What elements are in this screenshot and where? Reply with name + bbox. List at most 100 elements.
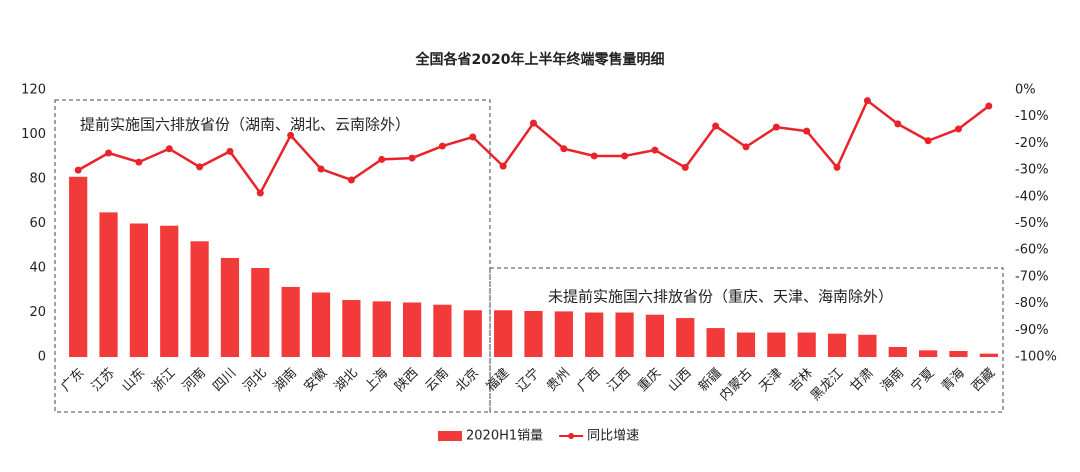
x-tick-label: 北京 <box>453 366 482 395</box>
x-tick-label: 山西 <box>666 366 695 395</box>
line-point <box>74 166 82 174</box>
bar <box>858 334 877 357</box>
y2-tick-label: -100% <box>1015 350 1057 365</box>
line-point <box>681 163 689 171</box>
line-point <box>894 120 902 128</box>
y2-tick-label: -90% <box>1015 323 1049 338</box>
bar <box>736 332 756 357</box>
bar <box>99 212 118 357</box>
x-tick-label: 海南 <box>877 365 907 395</box>
group-box <box>54 99 491 413</box>
bar <box>676 318 695 357</box>
annotation: 提前实施国六排放省份（湖南、湖北、云南除外） <box>80 116 410 134</box>
x-tick-label: 广东 <box>58 366 87 395</box>
line-point <box>105 149 113 157</box>
chart-title: 全国各省2020年上半年终端零售量明细 <box>415 51 665 68</box>
x-tick-label: 天津 <box>757 366 786 395</box>
bar <box>160 225 179 357</box>
line-point <box>560 145 568 153</box>
x-tick-label: 江苏 <box>88 365 118 395</box>
bar <box>797 332 816 357</box>
legend-swatch <box>568 433 575 439</box>
line-point <box>287 131 295 139</box>
line-point <box>863 97 871 105</box>
line-point <box>317 165 325 173</box>
bar <box>919 350 938 357</box>
bar <box>129 223 148 357</box>
x-tick-label: 河南 <box>179 365 209 395</box>
x-tick-label: 江西 <box>605 366 634 395</box>
bar <box>220 257 240 357</box>
line-point <box>499 162 507 170</box>
x-tick-label: 四川 <box>210 366 239 395</box>
line-point <box>530 119 537 127</box>
bar <box>463 310 482 357</box>
x-tick-label: 湖北 <box>332 366 361 395</box>
line-point <box>954 125 962 133</box>
line-point <box>378 155 386 163</box>
y-tick-label: 40 <box>29 261 46 276</box>
x-tick-label: 重庆 <box>635 365 665 395</box>
bar <box>585 312 604 357</box>
line-point <box>924 137 932 145</box>
line-point <box>256 189 264 197</box>
bar <box>342 300 361 357</box>
line-point <box>347 176 355 184</box>
line-point <box>803 127 811 135</box>
bar <box>706 328 725 357</box>
y-tick-label: 20 <box>29 305 46 320</box>
group-box <box>489 267 1004 413</box>
bar <box>827 333 847 357</box>
bar <box>372 301 391 357</box>
x-tick-label: 青海 <box>939 366 968 395</box>
y2-tick-label: -40% <box>1015 189 1049 204</box>
x-tick-label: 福建 <box>483 366 512 395</box>
bar <box>311 292 331 357</box>
legend-label: 同比增速 <box>587 429 639 444</box>
line-point <box>590 152 598 160</box>
line-point <box>985 102 993 110</box>
legend-label: 2020H1销量 <box>466 429 543 444</box>
bar <box>433 304 452 357</box>
line-point <box>438 142 446 150</box>
y-tick-label: 120 <box>21 83 46 98</box>
line-point <box>772 123 780 131</box>
y2-tick-label: -10% <box>1015 109 1049 124</box>
line-point <box>135 158 143 166</box>
bar <box>949 350 968 357</box>
line-point <box>165 145 173 153</box>
y-tick-label: 100 <box>21 127 46 142</box>
y2-tick-label: -50% <box>1015 216 1049 231</box>
x-tick-label: 辽宁 <box>513 365 543 395</box>
x-tick-label: 湖南 <box>270 365 300 395</box>
y2-tick-label: -60% <box>1015 243 1049 258</box>
x-tick-label: 西藏 <box>969 366 998 395</box>
line-point <box>712 122 720 130</box>
bar <box>645 314 665 357</box>
bar <box>251 268 270 357</box>
x-tick-label: 黑龙江 <box>808 366 846 404</box>
line-point <box>651 146 659 154</box>
y2-tick-label: 0% <box>1015 83 1036 98</box>
bar <box>402 302 422 357</box>
y-tick-label: 80 <box>29 172 46 187</box>
x-tick-label: 内蒙古 <box>716 365 755 404</box>
line-point <box>226 147 234 155</box>
y2-tick-label: -30% <box>1015 163 1049 178</box>
x-tick-label: 宁夏 <box>908 365 938 395</box>
line-point <box>469 133 477 141</box>
x-tick-label: 甘肃 <box>848 366 877 395</box>
line-point <box>833 163 841 171</box>
legend-swatch <box>438 431 462 441</box>
x-tick-label: 安徽 <box>301 366 330 395</box>
x-tick-label: 贵州 <box>544 366 573 395</box>
bar <box>979 353 998 357</box>
y-tick-label: 60 <box>29 216 46 231</box>
bar <box>888 346 907 357</box>
x-tick-label: 广西 <box>575 366 604 395</box>
x-tick-label: 云南 <box>422 365 452 395</box>
line-point <box>408 154 416 162</box>
bar <box>554 311 573 357</box>
x-tick-label: 陕西 <box>392 366 421 395</box>
